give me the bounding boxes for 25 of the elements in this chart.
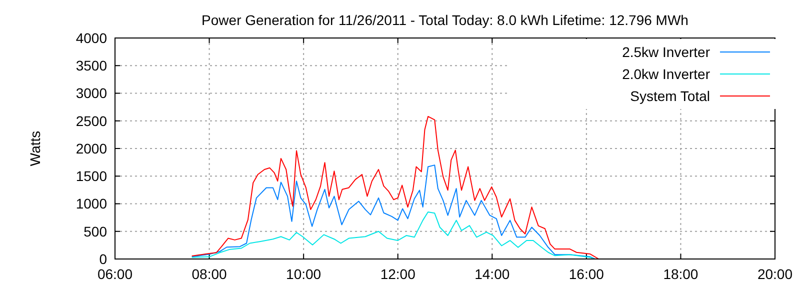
x-tick-label: 08:00 xyxy=(192,266,228,282)
x-tick-label: 14:00 xyxy=(474,266,510,282)
x-tick-label: 12:00 xyxy=(380,266,416,282)
line-series xyxy=(191,164,596,260)
y-axis-title: Watts xyxy=(27,130,43,166)
x-tick-label: 16:00 xyxy=(568,266,604,282)
legend-label: 2.5kw Inverter xyxy=(622,44,710,60)
line-series xyxy=(191,116,600,260)
chart-title: Power Generation for 11/26/2011 - Total Today: 8.0 kWh Lifetime: 12.796 MWh xyxy=(202,12,688,28)
y-tick-label: 2000 xyxy=(76,140,108,156)
x-tick-label: 06:00 xyxy=(97,266,133,282)
y-tick-label: 1000 xyxy=(76,196,108,212)
y-tick-label: 3000 xyxy=(76,85,108,102)
y-tick-label: 3500 xyxy=(76,58,108,74)
y-tick-label: 2500 xyxy=(76,112,108,129)
y-tick-label: 1500 xyxy=(76,168,108,184)
line-series xyxy=(191,212,594,260)
x-tick-label: 18:00 xyxy=(663,266,698,282)
y-tick-label: 500 xyxy=(84,223,108,240)
x-tick-label: 20:00 xyxy=(757,266,793,282)
x-tick-label: 10:00 xyxy=(286,266,322,282)
legend-label: System Total xyxy=(630,88,710,104)
y-tick-label: 0 xyxy=(99,250,108,267)
y-tick-label: 4000 xyxy=(76,30,108,46)
legend-label: 2.0kw Inverter xyxy=(622,66,710,82)
